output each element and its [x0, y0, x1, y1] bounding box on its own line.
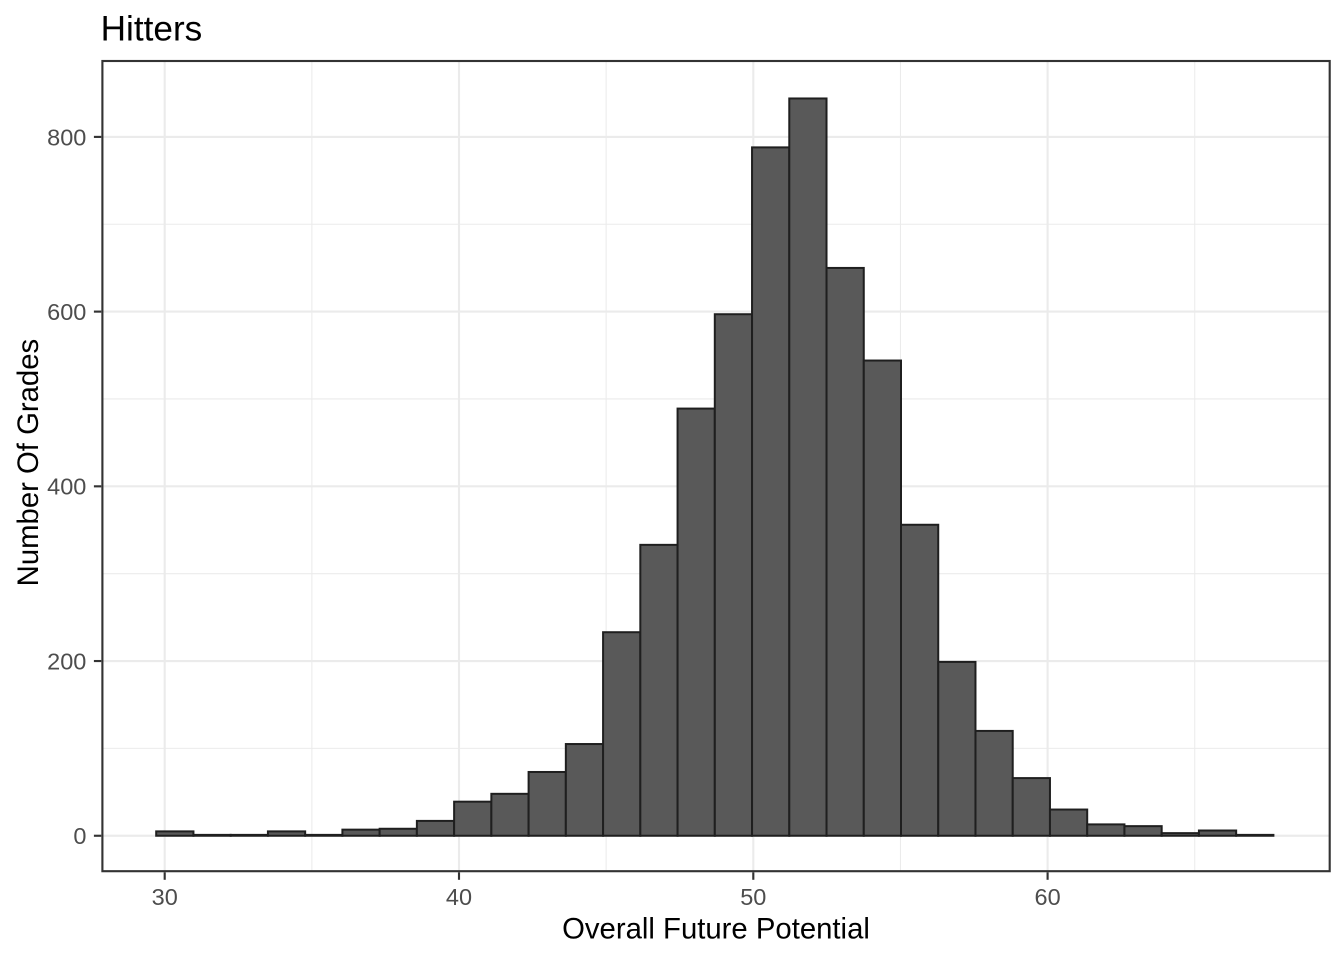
svg-text:200: 200: [47, 648, 86, 674]
svg-text:800: 800: [47, 124, 86, 150]
svg-text:400: 400: [47, 474, 86, 500]
svg-text:Overall Future Potential: Overall Future Potential: [562, 913, 870, 946]
svg-text:50: 50: [740, 884, 766, 910]
svg-text:40: 40: [446, 884, 472, 910]
svg-text:Number Of Grades: Number Of Grades: [12, 339, 45, 586]
svg-text:600: 600: [47, 299, 86, 325]
svg-text:Hitters: Hitters: [101, 10, 203, 49]
svg-text:30: 30: [152, 884, 178, 910]
svg-text:60: 60: [1035, 884, 1061, 910]
svg-text:0: 0: [73, 823, 86, 849]
